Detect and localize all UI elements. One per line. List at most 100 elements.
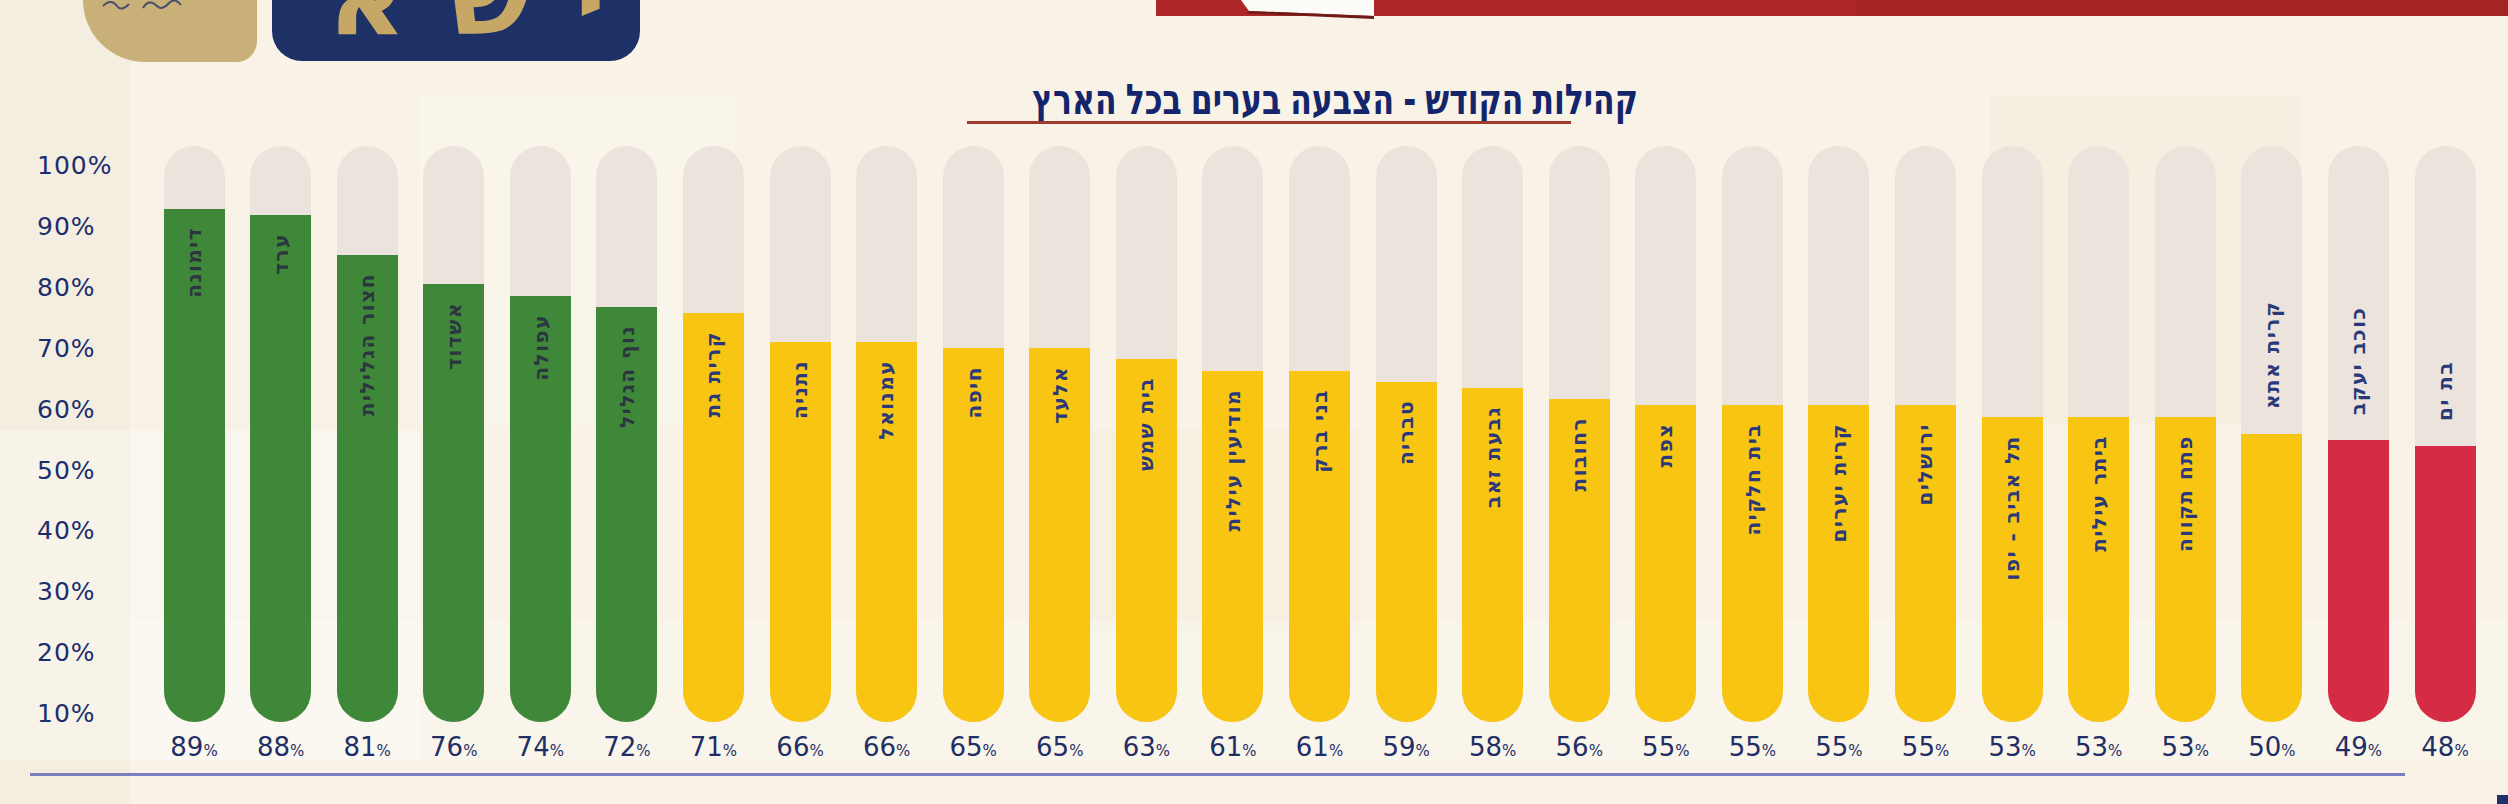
bar-value-label: 55% (1623, 731, 1709, 767)
bar: הירבט59% (1376, 146, 1437, 722)
bar-value-label: 81% (324, 731, 410, 767)
bar-city-label: הפיח (961, 366, 985, 419)
bar-value-label: 74% (497, 731, 583, 767)
logo-box: אשי (272, 0, 640, 61)
bar-city-label: תגתירק (701, 331, 725, 417)
bar-city-label: הירבט (1394, 400, 1418, 465)
bar-city-label: לילגהףונ (615, 325, 639, 428)
bar-city-label: םיתב (2433, 360, 2457, 420)
bar-fill (2328, 440, 2389, 722)
bar-value-label: 76% (411, 731, 497, 767)
bar-fill (2415, 446, 2476, 722)
bar-city-label: לאונמע (875, 360, 899, 439)
bar-value-label: 61% (1190, 731, 1276, 767)
bar-city-label: דרע (269, 233, 293, 275)
bar-value-label: 66% (844, 731, 930, 767)
y-tick: 70% (37, 334, 96, 364)
bar-city-label: אתאתירק (2260, 301, 2284, 409)
bar: תפצ55% (1635, 146, 1696, 722)
bar-city-label: היקלחתיב (1740, 423, 1764, 536)
bar-city-label: בקעיבכוכ (2346, 306, 2370, 414)
bar: תיליעןיעידומ61% (1202, 146, 1263, 722)
bar-city-label: ופי-ביבאלת (2000, 435, 2024, 580)
bar-value-label: 58% (1450, 731, 1536, 767)
bar-value-label: 65% (930, 731, 1016, 767)
bar: קרבינב61% (1289, 146, 1350, 722)
bar-city-label: דעלא (1048, 366, 1072, 424)
y-tick: 50% (37, 456, 96, 486)
bar-city-label: תפצ (1654, 423, 1678, 467)
y-tick: 20% (37, 638, 96, 668)
bar-value-label: 55% (1883, 731, 1969, 767)
bar: בקעיבכוכ49% (2328, 146, 2389, 722)
bar-value-label: 55% (1796, 731, 1882, 767)
bottom-divider (30, 773, 2405, 776)
bar-city-label: תיליעןיעידומ (1221, 389, 1245, 532)
logo-letters: אשי (327, 0, 640, 60)
y-tick: 100% (37, 151, 112, 181)
bar-city-label: שמשתיב (1134, 377, 1158, 471)
bar: באזתעבג58% (1462, 146, 1523, 722)
bar-fill (250, 215, 311, 722)
bar-city-label: תילילגהרוצח (355, 273, 379, 416)
bar-city-label: הינתנ (788, 360, 812, 419)
y-tick: 40% (37, 516, 96, 546)
bar-city-label: באזתעבג (1481, 406, 1505, 508)
bar: תגתירק71% (683, 146, 744, 722)
bar-value-label: 65% (1017, 731, 1103, 767)
y-tick: 90% (37, 212, 96, 242)
bar-value-label: 53% (1969, 731, 2055, 767)
bar: תילילגהרוצח81% (337, 146, 398, 722)
bar-city-label: תובוחר (1567, 417, 1591, 491)
bar-city-label: תיליערתיב (2087, 435, 2111, 552)
top-banner (1156, 0, 2508, 20)
bar-value-label: 63% (1103, 731, 1189, 767)
bar-value-label: 55% (1709, 731, 1795, 767)
bar-value-label: 53% (2056, 731, 2142, 767)
logo-blob (83, 0, 257, 62)
bar: תובוחר56% (1549, 146, 1610, 722)
title-underline (967, 121, 1571, 124)
bar-value-label: 48% (2402, 731, 2488, 767)
bar-city-label: הווקתחתפ (2173, 435, 2197, 552)
bar: ופי-ביבאלת53% (1982, 146, 2043, 722)
bar: דודשא76% (423, 146, 484, 722)
bottom-corner-decor (2497, 795, 2508, 804)
bar-city-label: םירעיתירק (1827, 423, 1851, 542)
bar: לאונמע66% (856, 146, 917, 722)
bar: הלופע74% (510, 146, 571, 722)
bar-city-label: הלופע (528, 314, 552, 381)
bar-value-label: 53% (2142, 731, 2228, 767)
bar: הינתנ66% (770, 146, 831, 722)
logo-script-icon (83, 0, 257, 30)
y-tick: 80% (37, 273, 96, 303)
bar: היקלחתיב55% (1722, 146, 1783, 722)
bar-city-label: קרבינב (1308, 389, 1332, 473)
bar: דעלא65% (1029, 146, 1090, 722)
bar-city-label: דודשא (442, 302, 466, 370)
bar: הווקתחתפ53% (2155, 146, 2216, 722)
bar-value-label: 89% (151, 731, 237, 767)
bar: לילגהףונ72% (596, 146, 657, 722)
bar: הפיח65% (943, 146, 1004, 722)
bar-value-label: 49% (2315, 731, 2401, 767)
bar-value-label: 66% (757, 731, 843, 767)
bar: שמשתיב63% (1116, 146, 1177, 722)
bar: דרע88% (250, 146, 311, 722)
y-tick: 10% (37, 699, 96, 729)
bar-value-label: 61% (1277, 731, 1363, 767)
bar-value-label: 59% (1363, 731, 1449, 767)
y-tick: 30% (37, 577, 96, 607)
bar: םילשורי55% (1895, 146, 1956, 722)
bar: תיליערתיב53% (2068, 146, 2129, 722)
bar-value-label: 50% (2229, 731, 2315, 767)
bar: אתאתירק50% (2241, 146, 2302, 722)
bar-value-label: 56% (1536, 731, 1622, 767)
bar-city-label: םילשורי (1914, 423, 1938, 505)
bar-value-label: 71% (670, 731, 756, 767)
chart-title: ץראהלכבםירעבהעבצה-שדוקהתוליהק (1032, 74, 1502, 126)
bar-value-label: 88% (238, 731, 324, 767)
bar-value-label: 72% (584, 731, 670, 767)
y-tick: 60% (37, 395, 96, 425)
bar: הנומיד89% (164, 146, 225, 722)
